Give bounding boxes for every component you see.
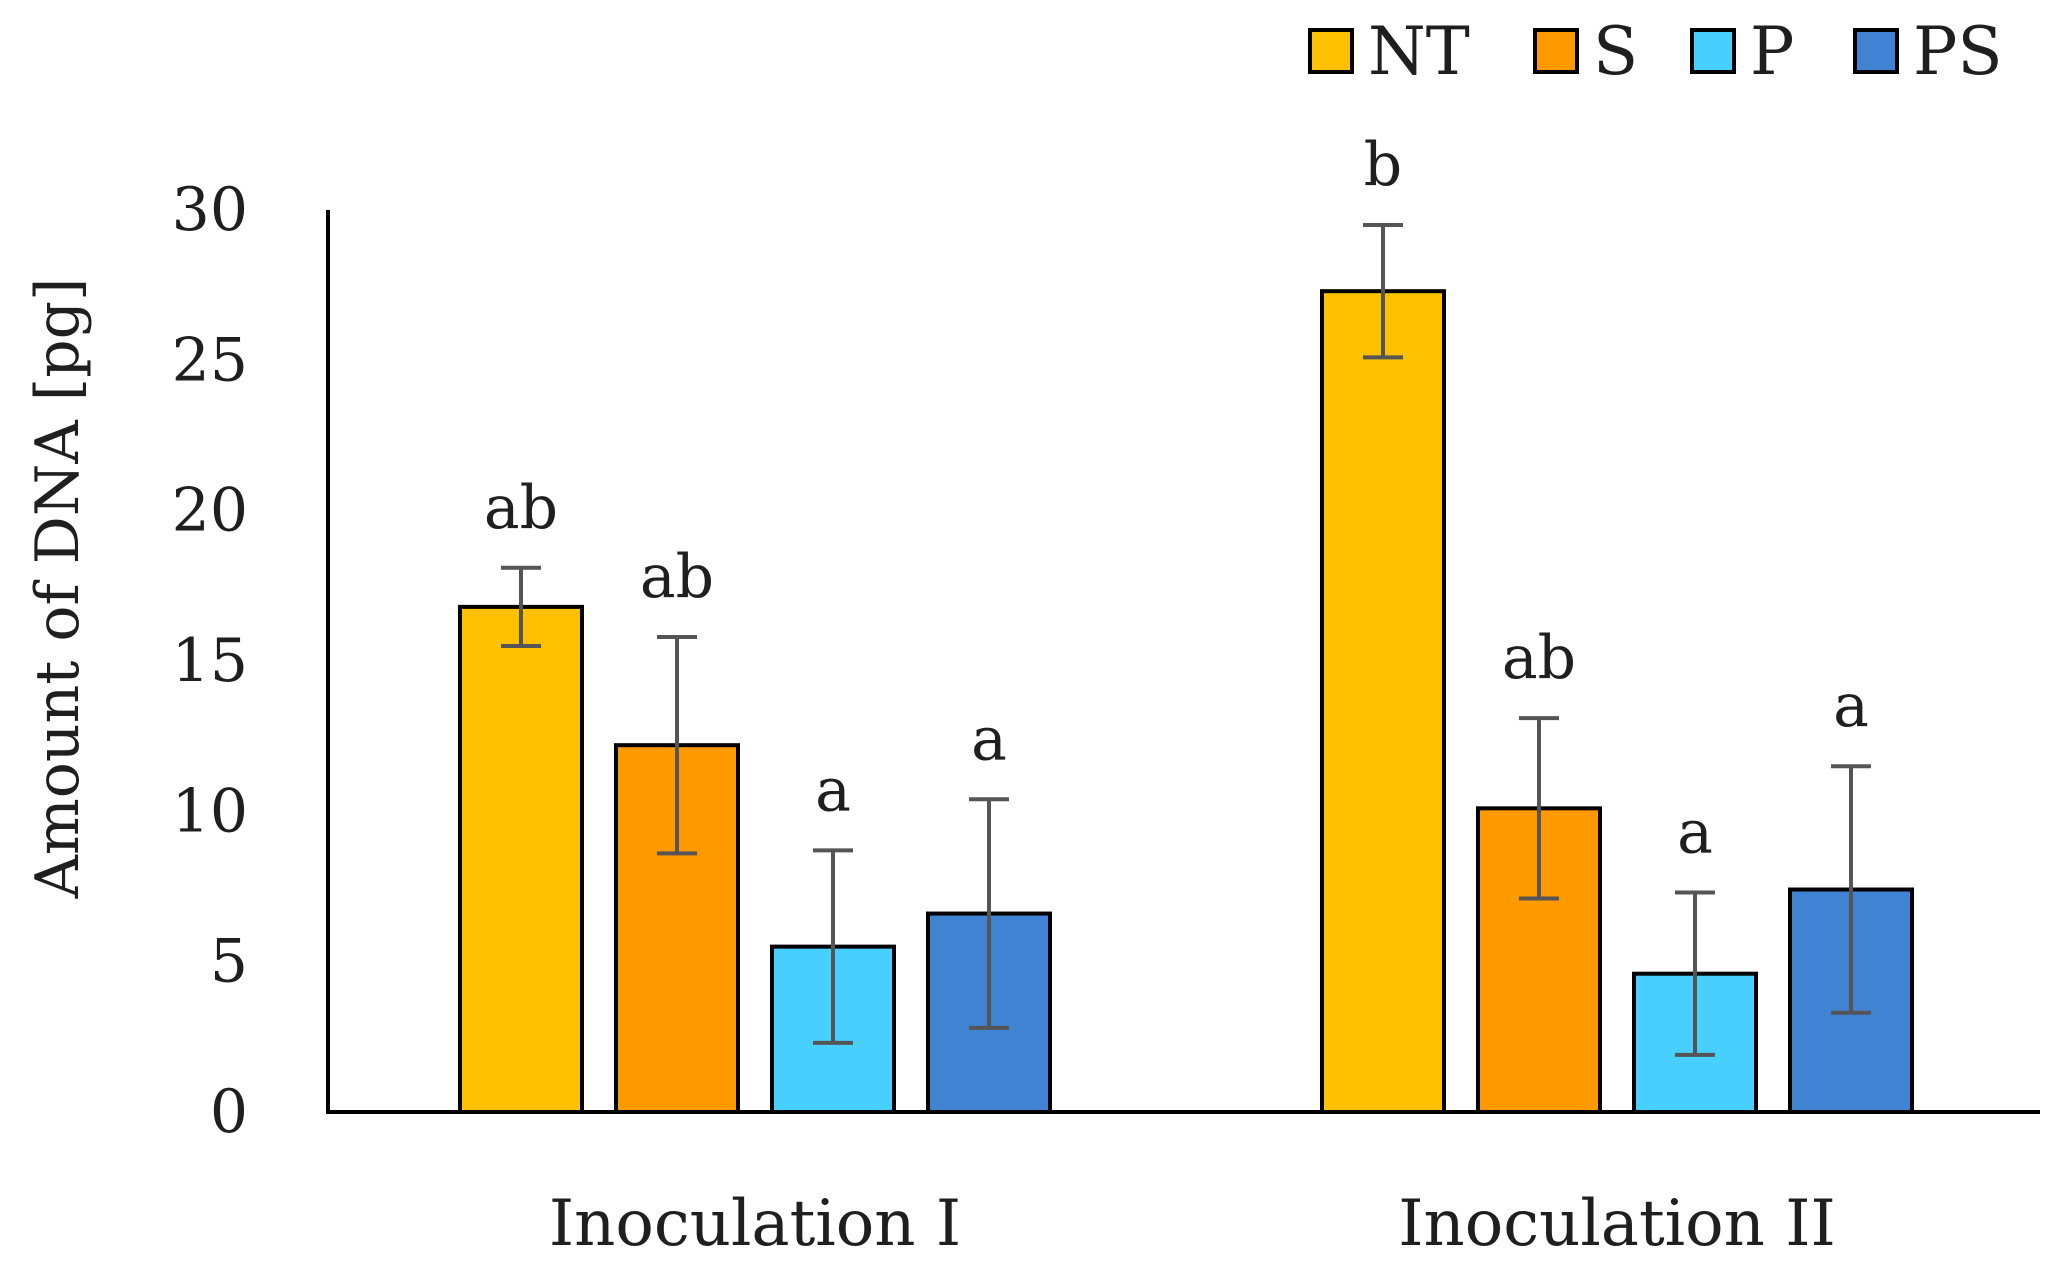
x-category-label: Inoculation I	[549, 1187, 961, 1256]
error-bar	[501, 565, 541, 648]
significance-label: b	[1364, 130, 1402, 200]
significance-label: ab	[640, 542, 714, 612]
significance-label: a	[1833, 671, 1869, 741]
significance-label: a	[971, 704, 1007, 774]
legend-item-s: S	[1533, 13, 1638, 90]
bars	[458, 223, 1914, 1115]
bar-s-2	[1476, 806, 1602, 1114]
legend-item-ps: PS	[1853, 13, 2003, 90]
legend-swatch	[1690, 28, 1736, 74]
y-axis-title: Amount of DNA [pg]	[23, 278, 93, 900]
error-bar	[813, 848, 853, 1045]
error-bar	[1363, 223, 1403, 360]
significance-label: a	[815, 755, 851, 825]
y-tick-label: 0	[210, 1077, 248, 1147]
legend-item-nt: NT	[1308, 13, 1470, 90]
y-tick-label: 10	[172, 776, 248, 846]
y-tick-label: 25	[172, 325, 248, 395]
error-bar	[969, 797, 1009, 1030]
bar-nt-1	[458, 604, 584, 1114]
y-tick-label: 15	[172, 626, 248, 696]
significance-label: ab	[1502, 623, 1576, 693]
error-bar	[1519, 716, 1559, 901]
legend-swatch	[1853, 28, 1899, 74]
legend-item-p: P	[1690, 13, 1794, 90]
labels: ab ab a a Inoculation I b ab a a Inoculation II	[484, 130, 1869, 1261]
legend-label: P	[1750, 13, 1794, 90]
y-tick-label: 5	[210, 927, 248, 997]
bar-nt-2	[1320, 289, 1446, 1114]
axes: 0 5 10 15 20 25 30 Amount of DNA [pg]	[23, 175, 2040, 1147]
significance-label: a	[1677, 798, 1713, 868]
legend: NT S P PS	[1308, 13, 2003, 90]
legend-label: PS	[1913, 13, 2003, 90]
error-bar	[1831, 764, 1871, 1015]
legend-label: NT	[1368, 13, 1470, 90]
significance-label: ab	[484, 473, 558, 543]
legend-swatch	[1308, 28, 1354, 74]
legend-label: S	[1593, 13, 1638, 90]
error-bar	[657, 634, 697, 856]
x-category-label: Inoculation II	[1398, 1187, 1836, 1256]
error-bar	[1675, 890, 1715, 1057]
legend-swatch	[1533, 28, 1579, 74]
y-tick-label: 30	[172, 175, 248, 245]
y-tick-label: 20	[172, 476, 248, 546]
